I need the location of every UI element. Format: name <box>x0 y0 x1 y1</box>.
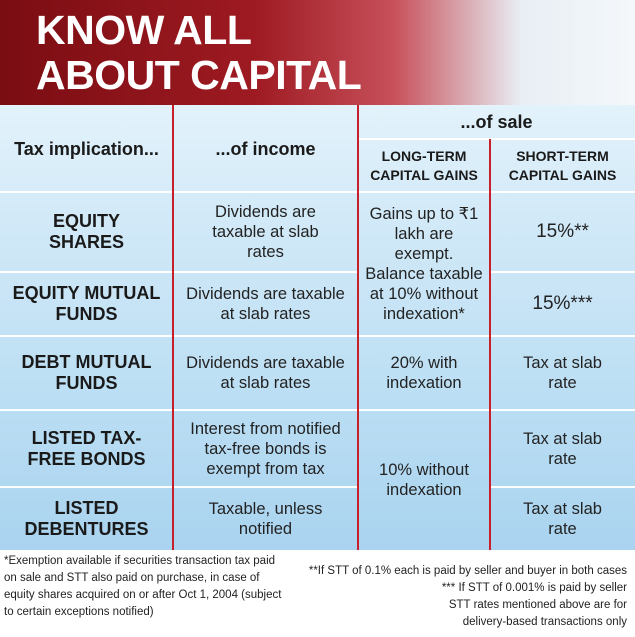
short-term-cell: 15%** <box>536 221 589 242</box>
column-subheader: LONG-TERM CAPITAL GAINS <box>370 148 478 183</box>
divider <box>489 139 491 550</box>
column-header: Tax implication... <box>14 138 159 159</box>
footnote: STT rates mentioned above are for delive… <box>448 599 627 628</box>
rule <box>0 191 635 193</box>
short-term-cell: 15%*** <box>532 293 593 314</box>
asset: EQUITY MUTUAL FUNDS <box>12 283 161 324</box>
table: Tax implication... ...of income ...of sa… <box>0 105 635 550</box>
asset: LISTED TAX-FREE BONDS <box>27 427 146 469</box>
asset: EQUITY SHARES <box>48 211 124 252</box>
short-term-cell: Tax at slab rate <box>523 354 602 392</box>
footnote: **If STT of 0.1% each is paid by seller … <box>308 565 627 577</box>
long-term-cell: 10% without indexation <box>379 461 469 499</box>
income-cell: Dividends are taxable at slab rates <box>186 354 345 392</box>
income-cell: Interest from notified tax-free bonds is… <box>190 419 341 478</box>
asset: DEBT MUTUAL FUNDS <box>21 352 152 393</box>
long-term-cell: Gains up to ₹1 lakh are exempt. Balance … <box>365 205 483 323</box>
income-cell: Taxable, unless notified <box>208 499 323 538</box>
asset: LISTED DEBENTURES <box>24 497 149 539</box>
column-header: ...of sale <box>460 111 533 132</box>
rule <box>490 486 635 488</box>
divider <box>357 105 359 550</box>
footnote: *Exemption available if securities trans… <box>4 555 282 618</box>
rule <box>0 486 358 488</box>
banner: KNOW ALL ABOUT CAPITAL GAINS <box>0 0 635 143</box>
rule <box>0 335 635 337</box>
short-term-cell: Tax at slab rate <box>523 499 602 538</box>
income-cell: Dividends are taxable at slab rates <box>212 203 319 261</box>
rule <box>358 138 635 140</box>
long-term-cell: 20% with indexation <box>386 354 462 392</box>
footnote: *** If STT of 0.001% is paid by seller <box>441 582 627 594</box>
income-cell: Dividends are taxable at slab rates <box>186 285 345 323</box>
footnotes-right: **If STT of 0.1% each is paid by seller … <box>297 563 627 631</box>
rule <box>490 271 635 273</box>
short-term-cell: Tax at slab rate <box>523 429 602 468</box>
rule <box>0 271 358 273</box>
divider <box>172 105 174 550</box>
column-subheader: SHORT-TERM CAPITAL GAINS <box>508 148 617 183</box>
rule <box>0 409 635 411</box>
column-header: ...of income <box>215 138 316 159</box>
